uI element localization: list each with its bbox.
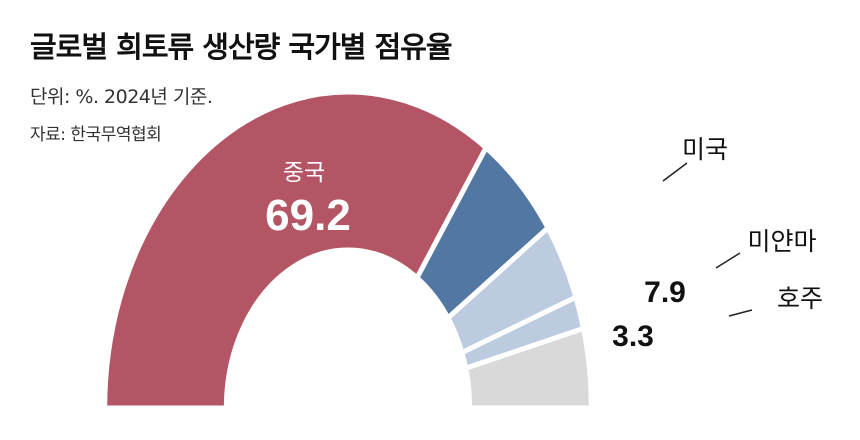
leader-line-usa xyxy=(662,162,688,182)
category-label-australia: 호주 xyxy=(777,285,823,313)
category-label-usa: 미국 xyxy=(682,136,728,164)
source-note: 자료: 한국무역협회 xyxy=(30,125,162,145)
leader-line-myanmar xyxy=(715,252,741,269)
value-label-china: 69.2 xyxy=(265,191,351,240)
category-label-china: 중국 xyxy=(283,159,325,185)
chart-title: 글로벌 희토류 생산량 국가별 점유율 xyxy=(30,30,453,64)
value-label-myanmar: 7.9 xyxy=(644,276,686,309)
value-label-australia: 3.3 xyxy=(612,320,654,353)
unit-note: 단위: %. 2024년 기준. xyxy=(30,86,213,108)
category-label-myanmar: 미얀마 xyxy=(747,228,816,256)
slice-1 xyxy=(102,89,490,411)
leader-line-australia xyxy=(728,309,753,317)
slice-5 xyxy=(462,325,594,411)
value-label-usa: 11.5 xyxy=(590,212,654,250)
